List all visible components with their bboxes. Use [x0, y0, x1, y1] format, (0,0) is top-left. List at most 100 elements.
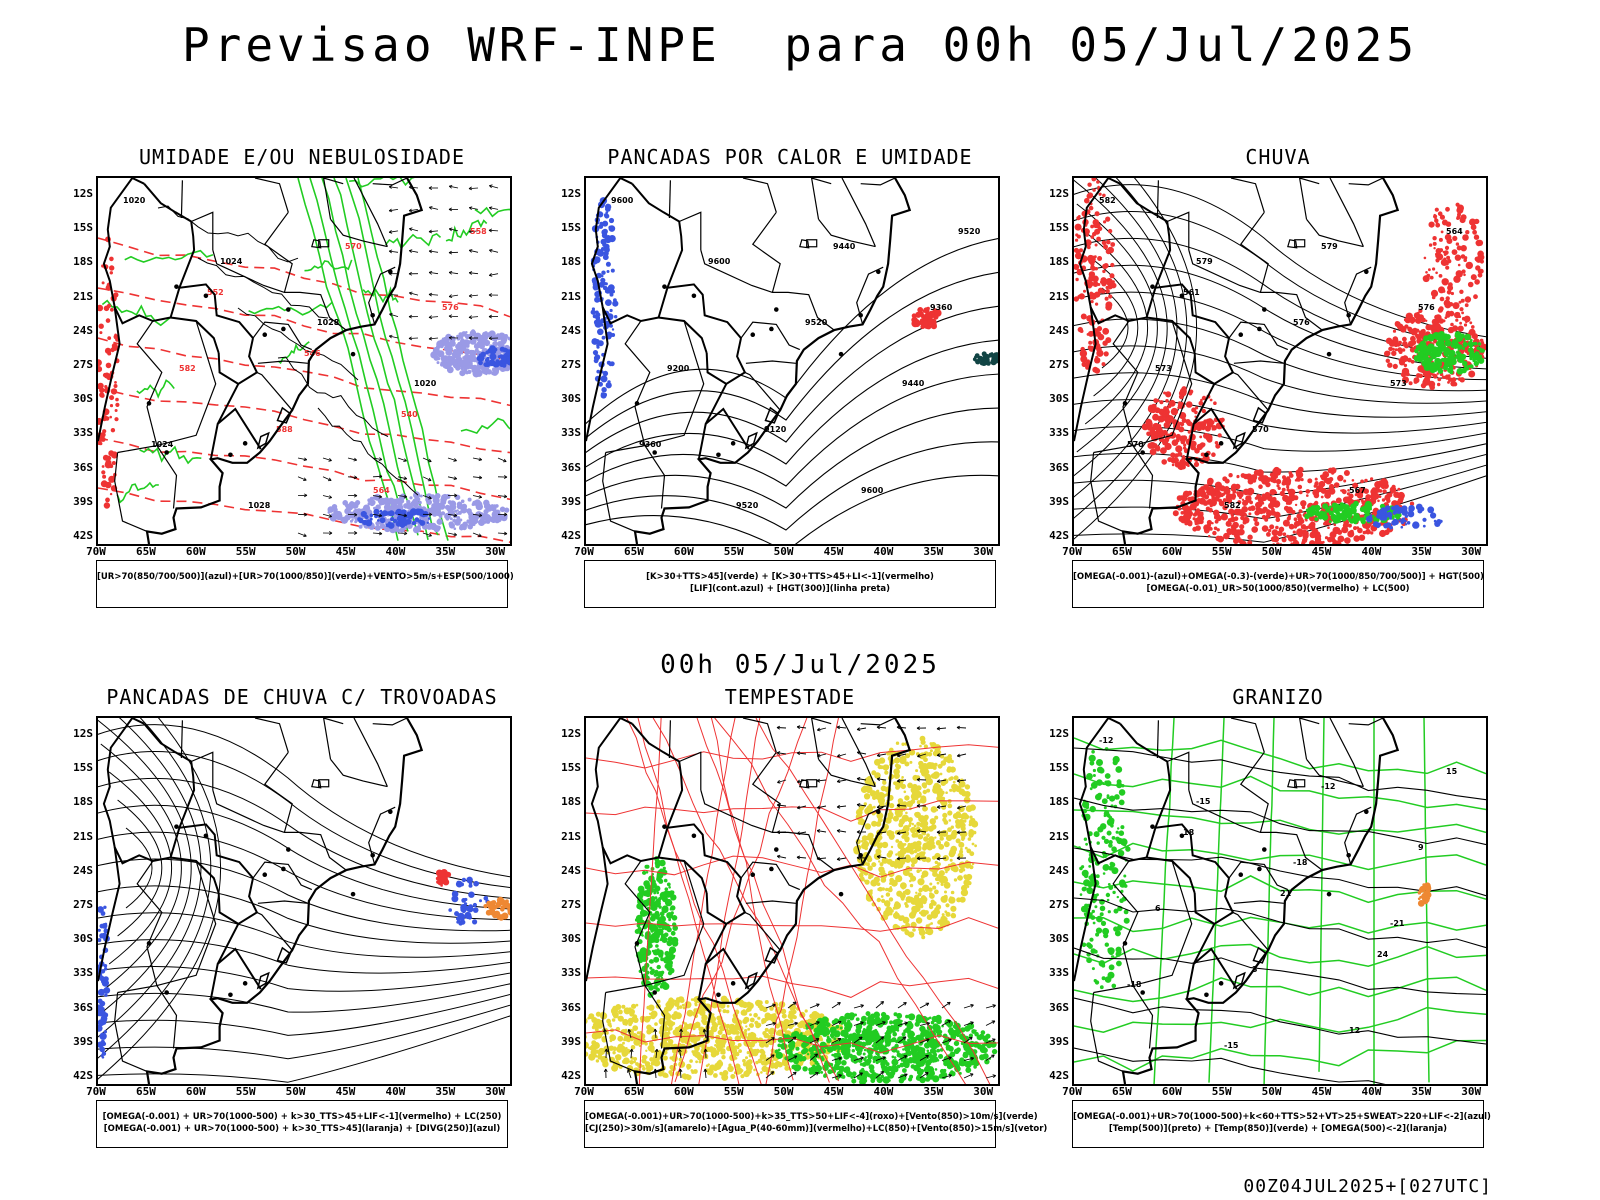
temp500-contour	[1074, 897, 1486, 949]
country-border	[143, 723, 196, 829]
temp850-contour	[1208, 718, 1225, 1083]
contour-label: 21	[1280, 889, 1292, 898]
state-border	[212, 249, 347, 331]
longitude-tick-label: 30W	[1461, 1085, 1482, 1098]
longitude-tick-label: 60W	[185, 1085, 206, 1098]
streamline	[98, 718, 212, 1059]
streamline	[1074, 178, 1188, 519]
lake-mark	[262, 332, 268, 337]
lagoon	[1252, 406, 1268, 424]
streamline-850	[710, 718, 794, 1081]
latitude-tick-label: 21S	[1049, 289, 1069, 303]
lake-mark	[730, 981, 736, 986]
country-border	[1193, 892, 1215, 925]
lake-mark	[1218, 441, 1224, 446]
legend-line: [OMEGA(-0.001)+UR>70(1000-500)+k<60+TTS>…	[1073, 1112, 1491, 1122]
streamline	[98, 983, 510, 1013]
streamline	[1074, 372, 1486, 418]
latitude-tick-label: 42S	[561, 529, 581, 542]
humidity-contour	[460, 417, 510, 435]
country-border	[657, 283, 742, 354]
contour-label: 561	[1183, 288, 1200, 297]
lake-mark	[203, 293, 209, 299]
contour-label: 1028	[248, 501, 271, 510]
state-border	[602, 992, 636, 1072]
state-border	[1348, 718, 1384, 726]
lake-mark	[350, 891, 356, 897]
hgt-contour	[586, 271, 998, 439]
longitude-tick-label: 60W	[673, 1085, 694, 1098]
state-border	[256, 911, 293, 951]
state-border	[1093, 860, 1193, 994]
pressure-contour	[197, 257, 329, 319]
lake-mark	[876, 269, 881, 275]
state-border	[605, 860, 705, 994]
longitude-tick-label: 70W	[574, 1085, 594, 1098]
state-border	[644, 985, 666, 1049]
latitude-tick-label: 42S	[1049, 1069, 1069, 1082]
longitude-tick-label: 40W	[385, 545, 406, 558]
lake-mark	[350, 351, 356, 357]
map-panel: -12 -15 -18 -21 -18 -15 -12 9 6 3 12 15 18 21 24	[1072, 716, 1488, 1086]
lake-mark	[838, 351, 844, 357]
country-border	[209, 407, 262, 460]
coastline	[633, 178, 912, 544]
streamline	[1074, 443, 1486, 473]
country-border	[102, 178, 171, 325]
latitude-tick-label: 18S	[73, 255, 93, 269]
strong-omega-area	[1413, 331, 1485, 375]
lake-mark	[228, 992, 233, 998]
lake-mark	[1150, 824, 1155, 829]
lake-mark	[1364, 809, 1369, 815]
state-border	[254, 718, 289, 753]
longitude-tick-label: 55W	[723, 1085, 744, 1098]
streamline	[98, 719, 192, 1017]
latitude-tick-label: 24S	[73, 323, 93, 337]
country-border	[1078, 178, 1147, 325]
lake-mark	[1326, 351, 1332, 357]
country-border	[631, 723, 684, 829]
lake-mark	[750, 332, 756, 337]
streamline	[1074, 399, 1486, 434]
humidity-contour	[304, 259, 353, 272]
latitude-tick-label: 24S	[1049, 323, 1069, 337]
state-border	[1287, 239, 1298, 249]
state-border	[1112, 860, 1139, 986]
divergence-area	[448, 876, 490, 926]
lake-mark	[1218, 981, 1224, 986]
latitude-tick-label: 15S	[561, 761, 581, 775]
country-border	[586, 847, 609, 982]
latitude-tick-label: 15S	[1049, 221, 1069, 235]
longitude-tick-label: 45W	[1311, 1085, 1332, 1098]
temp850-contour	[1074, 773, 1486, 811]
country-border	[143, 183, 196, 289]
contour-label: 579	[1196, 257, 1213, 266]
panel-title: CHUVA	[1245, 145, 1311, 169]
temp500-contour	[1074, 997, 1486, 1045]
state-border	[1166, 211, 1190, 251]
latitude-tick-label: 36S	[1049, 1000, 1069, 1014]
lake-mark	[774, 847, 779, 852]
high-humidity-core	[476, 345, 510, 368]
panel-legend: [UR>70(850/700/500)](azul)+[UR>70(1000/8…	[96, 560, 514, 608]
longitude-tick-label: 70W	[574, 545, 594, 558]
contour-label: 1024	[220, 257, 243, 266]
humidity-contour	[345, 178, 439, 536]
longitude-tick-label: 65W	[135, 1085, 156, 1098]
lagoon	[764, 406, 780, 424]
contour-label: 540	[401, 410, 418, 419]
jet-stream-area	[853, 735, 979, 940]
state-border	[353, 718, 388, 787]
pressure-contour	[277, 356, 389, 437]
temp850-noise	[1077, 747, 1131, 990]
streamline-850	[755, 718, 991, 1084]
state-border	[156, 985, 178, 1049]
lagoon	[276, 946, 292, 964]
state-border	[1306, 218, 1364, 248]
latitude-tick-label: 42S	[1049, 529, 1069, 542]
state-border	[644, 445, 666, 509]
longitude-tick-label: 65W	[135, 545, 156, 558]
country-border	[98, 847, 121, 982]
lake-mark	[716, 992, 721, 998]
legend-line: [UR>70(850/700/500)](azul)+[UR>70(1000/8…	[97, 572, 514, 582]
